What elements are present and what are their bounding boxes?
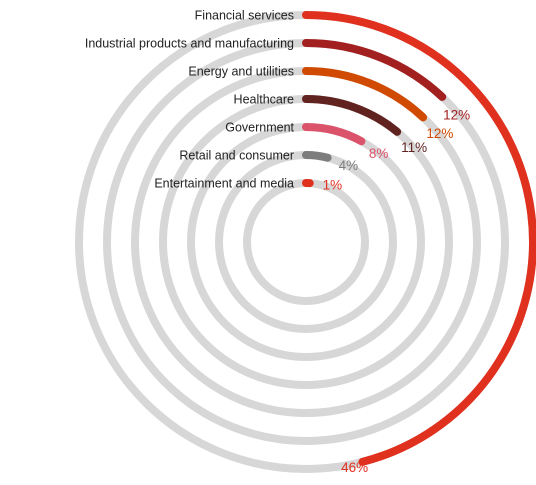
track-entertainment-and-media <box>243 179 369 305</box>
track-energy-and-utilities <box>131 67 481 417</box>
label-retail-and-consumer: Retail and consumer <box>179 149 294 163</box>
label-government: Government <box>225 121 294 135</box>
label-entertainment-and-media: Entertainment and media <box>154 177 294 191</box>
arc-industrial-products-and-manufacturing <box>302 39 447 101</box>
value-arcs <box>302 11 536 466</box>
category-labels: Financial services Industrial products an… <box>85 9 295 191</box>
arc-energy-and-utilities <box>302 67 428 122</box>
value-government: 8% <box>369 146 389 161</box>
label-financial-services: Financial services <box>195 9 294 23</box>
value-labels: 46%12%12%11%8%4%1% <box>323 107 471 475</box>
value-entertainment-and-media: 1% <box>323 178 343 193</box>
value-energy-and-utilities: 12% <box>426 126 453 141</box>
arc-retail-and-consumer <box>302 151 332 162</box>
arc-financial-services <box>302 11 536 466</box>
label-energy-and-utilities: Energy and utilities <box>188 65 294 79</box>
value-industrial-products-and-manufacturing: 12% <box>443 107 470 122</box>
arc-healthcare <box>302 95 402 136</box>
label-industrial-products-and-manufacturing: Industrial products and manufacturing <box>85 37 294 51</box>
value-retail-and-consumer: 4% <box>339 158 359 173</box>
arc-government <box>302 123 366 146</box>
value-financial-services: 46% <box>341 460 368 475</box>
label-healthcare: Healthcare <box>234 93 294 107</box>
value-healthcare: 11% <box>401 140 427 155</box>
